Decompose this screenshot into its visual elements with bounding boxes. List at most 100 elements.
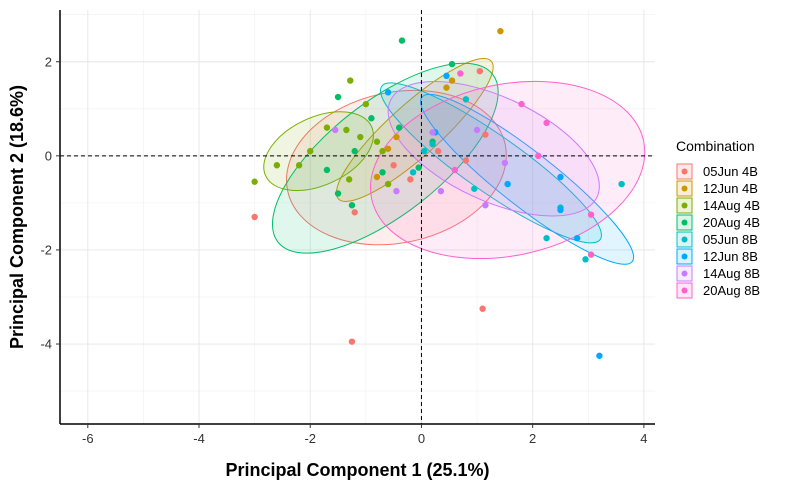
point-14aug-8b	[332, 126, 339, 134]
point-14aug-8b	[482, 202, 489, 209]
point-20aug-4b	[398, 37, 406, 44]
point-20aug-8b	[587, 251, 595, 258]
point-20aug-4b	[348, 202, 356, 209]
ellipse-14aug-8b	[387, 81, 600, 217]
point-12jun-8b	[596, 352, 603, 359]
point-05jun-4b	[462, 157, 470, 164]
y-tick-label: -4	[40, 337, 52, 352]
point-20aug-4b	[334, 190, 342, 197]
point-20aug-4b	[351, 147, 358, 155]
point-20aug-4b	[415, 164, 422, 171]
point-05jun-8b	[471, 185, 478, 192]
point-12jun-8b	[557, 173, 564, 181]
point-14aug-8b	[429, 129, 436, 136]
point-20aug-4b	[334, 93, 342, 101]
point-14aug-8b	[473, 126, 481, 134]
legend-key-point	[681, 287, 688, 294]
point-05jun-8b	[618, 180, 625, 188]
point-20aug-4b	[448, 60, 456, 68]
reference-lines	[60, 10, 655, 424]
ellipse-20aug-4b	[271, 62, 499, 254]
point-14aug-4b	[295, 162, 303, 169]
x-tick-label: 4	[640, 431, 647, 446]
point-14aug-4b	[307, 147, 314, 155]
legend-key-point	[681, 168, 688, 175]
point-20aug-8b	[535, 152, 542, 160]
point-05jun-8b	[429, 140, 436, 148]
point-05jun-8b	[582, 256, 589, 263]
legend-label: 05Jun 4B	[703, 164, 758, 179]
legend-label: 12Jun 4B	[703, 181, 758, 196]
point-05jun-8b	[462, 96, 470, 103]
legend-key-point	[681, 270, 688, 277]
point-20aug-4b	[323, 166, 331, 174]
point-20aug-4b	[379, 169, 386, 176]
y-tick-label: 2	[45, 54, 52, 69]
point-12jun-4b	[373, 173, 381, 181]
point-05jun-4b	[351, 209, 358, 216]
x-tick-label: 0	[418, 431, 425, 446]
point-12jun-4b	[393, 133, 400, 141]
point-14aug-4b	[357, 133, 364, 141]
point-14aug-8b	[501, 159, 509, 167]
legend-key-point	[681, 219, 688, 226]
data-points	[251, 27, 625, 359]
point-05jun-8b	[543, 234, 550, 242]
point-05jun-4b	[479, 305, 486, 312]
point-05jun-4b	[251, 213, 258, 221]
ellipse-12jun-4b	[335, 57, 494, 202]
point-12jun-4b	[497, 27, 504, 35]
point-14aug-8b	[437, 187, 445, 195]
x-tick-label: -6	[82, 431, 94, 446]
point-05jun-8b	[409, 169, 417, 176]
point-14aug-8b	[393, 187, 400, 195]
legend-key-point	[681, 236, 688, 243]
x-tick-label: -2	[304, 431, 316, 446]
point-12jun-8b	[443, 72, 450, 80]
point-14aug-4b	[362, 100, 370, 108]
point-20aug-4b	[396, 124, 403, 131]
point-12jun-8b	[384, 89, 392, 96]
legend-label: 12Jun 8B	[703, 249, 758, 264]
point-14aug-4b	[273, 162, 281, 169]
legend-label: 14Aug 8B	[703, 266, 760, 281]
point-14aug-4b	[343, 126, 350, 134]
legend-label: 14Aug 4B	[703, 198, 760, 213]
point-12jun-8b	[573, 234, 581, 242]
point-20aug-8b	[457, 70, 464, 77]
point-12jun-8b	[504, 180, 511, 188]
point-12jun-8b	[557, 206, 564, 214]
point-12jun-4b	[448, 77, 456, 84]
x-axis-title: Principal Component 1 (25.1%)	[225, 460, 489, 480]
x-tick-label: 2	[529, 431, 536, 446]
point-05jun-4b	[476, 67, 484, 75]
point-14aug-4b	[345, 176, 353, 183]
y-axis-title: Principal Component 2 (18.6%)	[7, 85, 27, 349]
confidence-ellipses	[263, 57, 646, 265]
legend-key-point	[681, 253, 688, 260]
point-20aug-8b	[587, 211, 595, 218]
point-20aug-4b	[368, 115, 375, 122]
legend-label: 20Aug 4B	[703, 215, 760, 230]
point-20aug-8b	[518, 100, 525, 108]
point-20aug-8b	[451, 166, 459, 174]
legend-label: 20Aug 8B	[703, 283, 760, 298]
point-05jun-4b	[482, 131, 489, 138]
point-14aug-4b	[323, 124, 331, 131]
legend-key-point	[681, 202, 688, 209]
point-05jun-4b	[390, 162, 397, 169]
point-14aug-4b	[347, 77, 354, 84]
legend-key-point	[681, 185, 688, 192]
axes: -6 -4 -2 0 2 4 -4 -2 0 2	[40, 10, 655, 446]
x-tick-label: -4	[193, 431, 205, 446]
y-tick-label: 0	[45, 148, 52, 163]
point-05jun-4b	[407, 176, 414, 183]
legend: Combination 05Jun 4B 12Jun 4B 14Aug 4B 20Au…	[676, 138, 760, 299]
point-14aug-4b	[251, 178, 258, 185]
point-12jun-4b	[384, 145, 392, 152]
y-tick-label: -2	[40, 242, 52, 257]
point-14aug-4b	[379, 147, 386, 155]
legend-label: 05Jun 8B	[703, 232, 758, 247]
point-05jun-4b	[348, 338, 356, 345]
